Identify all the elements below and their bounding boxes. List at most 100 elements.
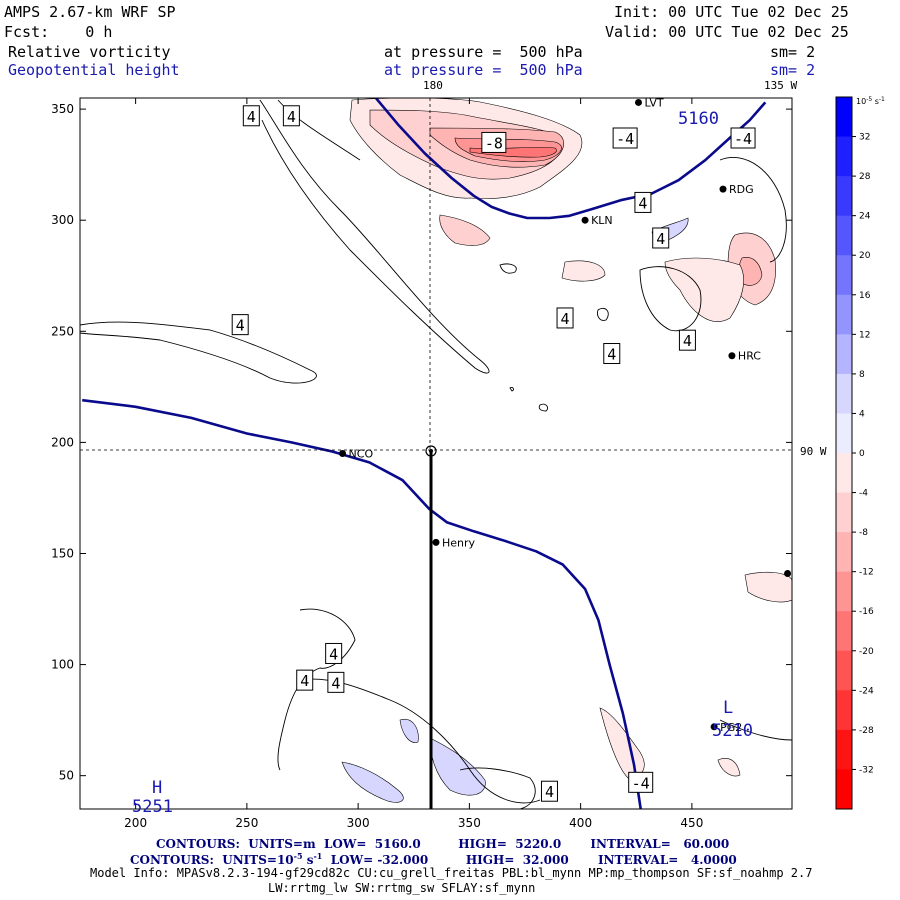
footer-vorticity-contours: CONTOURS: UNITS=10-5 s-1 LOW= -32.000 HI… bbox=[130, 852, 737, 866]
colorbar-swatch bbox=[836, 492, 852, 533]
colorbar-tick-label: -28 bbox=[859, 726, 874, 736]
height-label-5160: 5160 bbox=[678, 109, 719, 129]
contour-label: 4 bbox=[287, 108, 296, 126]
colorbar-swatch bbox=[836, 176, 852, 217]
contour-label-box bbox=[730, 127, 756, 149]
contour-label: 4 bbox=[236, 317, 245, 335]
stations-layer: NCO Henry KLN RDG HRC PG2 LVT bbox=[339, 98, 792, 734]
colorbar-swatch bbox=[836, 690, 852, 731]
colorbar-tick-label: 16 bbox=[859, 291, 871, 301]
colorbar: 32 28 24 20 16 12 8 4 0 -4 -8 -12 -16 -20 -24 -28 -32 10-… bbox=[835, 96, 885, 810]
contour-label-box bbox=[327, 671, 345, 693]
y-tick-label: 350 bbox=[51, 102, 74, 116]
contour-label-box bbox=[556, 307, 574, 329]
colorbar-swatch bbox=[836, 611, 852, 652]
station-label: PG2 bbox=[720, 721, 742, 734]
contour-label-box bbox=[242, 105, 260, 127]
colorbar-swatch bbox=[836, 215, 852, 256]
y-tick-label: 150 bbox=[51, 546, 74, 560]
contour-label-box bbox=[652, 227, 670, 249]
colorbar-tick-label: 20 bbox=[859, 251, 871, 261]
high-marker: H bbox=[152, 778, 162, 798]
colorbar-tick-label: -12 bbox=[859, 568, 874, 578]
colorbar-swatch bbox=[836, 532, 852, 573]
colorbar-swatch bbox=[836, 729, 852, 770]
footer-height-contours: CONTOURS: UNITS=m LOW= 5160.0 HIGH= 5220… bbox=[156, 837, 730, 851]
contour-label: 4 bbox=[683, 332, 692, 350]
contour-label: 4 bbox=[656, 230, 665, 248]
footer-line2-exp: -5 bbox=[293, 851, 303, 861]
x-tick-label: 300 bbox=[347, 816, 370, 830]
cross-section-origin bbox=[425, 445, 437, 457]
station-label: RDG bbox=[729, 183, 754, 196]
vorticity-shading bbox=[341, 98, 792, 803]
y-tick-label: 300 bbox=[51, 213, 74, 227]
colorbar-tick-label: -8 bbox=[859, 528, 868, 538]
field1-smoothing: sm= 2 bbox=[770, 43, 816, 61]
colorbar-swatch bbox=[836, 136, 852, 177]
station-marker bbox=[432, 538, 440, 546]
colorbar-swatch bbox=[836, 255, 852, 296]
x-tick-label: 350 bbox=[458, 816, 481, 830]
colorbar-swatch bbox=[836, 373, 852, 414]
footer-line2-s: s bbox=[302, 853, 314, 867]
y-tick-label: 50 bbox=[59, 769, 74, 783]
colorbar-swatch bbox=[836, 650, 852, 691]
model-title: AMPS 2.67-km WRF SP bbox=[4, 3, 176, 21]
contour-label: 4 bbox=[329, 645, 338, 663]
colorbar-tick-label: 24 bbox=[859, 212, 871, 222]
valid-time: Valid: 00 UTC Tue 02 Dec 25 bbox=[605, 23, 849, 41]
station-marker bbox=[339, 450, 347, 457]
station-marker bbox=[581, 216, 589, 224]
field2-name: Geopotential height bbox=[8, 61, 180, 79]
contour-label-box bbox=[612, 127, 638, 149]
x-tick-label: 450 bbox=[680, 816, 703, 830]
colorbar-tick-label: 4 bbox=[859, 409, 865, 419]
contour-label: 4 bbox=[545, 783, 554, 801]
station-label: HRC bbox=[738, 350, 761, 363]
contour-label-box bbox=[540, 780, 558, 802]
contour-label: 4 bbox=[300, 672, 309, 690]
colorbar-tick-label: -20 bbox=[859, 647, 874, 657]
contour-label: -4 bbox=[616, 130, 634, 148]
forecast-hour: Fcst: 0 h bbox=[4, 23, 113, 41]
contour-label-box bbox=[296, 669, 314, 691]
lon-135w-label: 135 W bbox=[764, 79, 797, 92]
footer-model-info-2: LW:rrtmg_lw SW:rrtmg_sw SFLAY:sf_mynn bbox=[268, 881, 536, 895]
init-time: Init: 00 UTC Tue 02 Dec 25 bbox=[614, 3, 849, 21]
contour-label: 4 bbox=[247, 108, 256, 126]
x-tick-label: 400 bbox=[569, 816, 592, 830]
field1-level: at pressure = 500 hPa bbox=[384, 43, 583, 61]
colorbar-tick-label: 8 bbox=[859, 370, 865, 380]
colorbar-tick-label: -24 bbox=[859, 686, 874, 696]
colorbar-tick-label: 0 bbox=[859, 449, 865, 459]
colorbar-tick-label: 12 bbox=[859, 330, 870, 340]
station-marker bbox=[710, 723, 718, 731]
height-label-5210: 5210 bbox=[712, 721, 753, 741]
footer-model-info: Model Info: MPASv8.2.3-194-gf29cd82c CU:… bbox=[90, 866, 813, 880]
vorticity-contours bbox=[80, 99, 792, 809]
lon-180-label: 180 bbox=[423, 79, 443, 92]
colorbar-swatch bbox=[836, 334, 852, 375]
colorbar-swatch bbox=[836, 453, 852, 494]
contour-label-box bbox=[282, 105, 300, 127]
contour-label-box bbox=[325, 642, 343, 664]
colorbar-tick-label: -4 bbox=[859, 489, 868, 499]
height-contours bbox=[82, 98, 767, 809]
station-marker bbox=[719, 185, 727, 193]
station-label: Henry bbox=[442, 536, 476, 549]
station-marker bbox=[784, 569, 792, 577]
height-contour-1 bbox=[82, 398, 642, 809]
contour-label-box bbox=[628, 771, 654, 793]
contour-label: 4 bbox=[638, 194, 647, 212]
cross-section-origin-dot bbox=[429, 449, 433, 453]
colorbar-swatch bbox=[836, 571, 852, 612]
station-label: NCO bbox=[349, 448, 374, 461]
contour-label: 4 bbox=[561, 310, 570, 328]
colorbar-tick-label: -32 bbox=[859, 765, 874, 775]
colorbar-swatch bbox=[836, 294, 852, 335]
height-contour-0 bbox=[374, 98, 767, 220]
